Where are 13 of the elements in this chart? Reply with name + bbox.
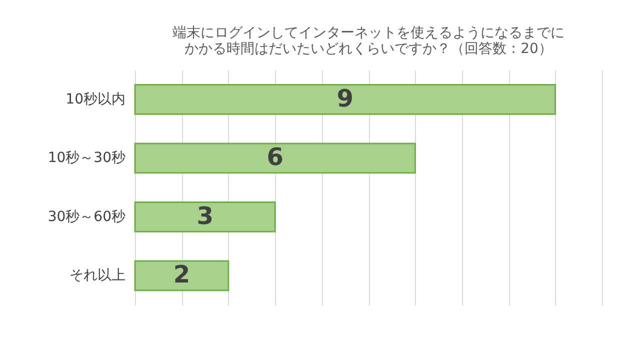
y-tick-label: 10秒以内 bbox=[66, 91, 126, 108]
bar bbox=[134, 260, 230, 292]
y-tick-label: 10秒～30秒 bbox=[48, 150, 126, 166]
data-label: 6 bbox=[266, 143, 284, 172]
y-tick-label: それ以上 bbox=[70, 268, 126, 284]
bar bbox=[134, 201, 276, 232]
bar bbox=[134, 84, 556, 115]
data-label: 3 bbox=[196, 202, 214, 230]
bar bbox=[134, 142, 416, 174]
y-tick-label: 30秒～60秒 bbox=[48, 208, 126, 225]
data-label: 2 bbox=[173, 260, 190, 289]
data-label: 9 bbox=[336, 84, 354, 112]
chart-title: 端末にログインしてインターネットを使えるようになるまでにかかる時間はだいたいどれくらいですか？（回答数：20） bbox=[172, 25, 564, 57]
